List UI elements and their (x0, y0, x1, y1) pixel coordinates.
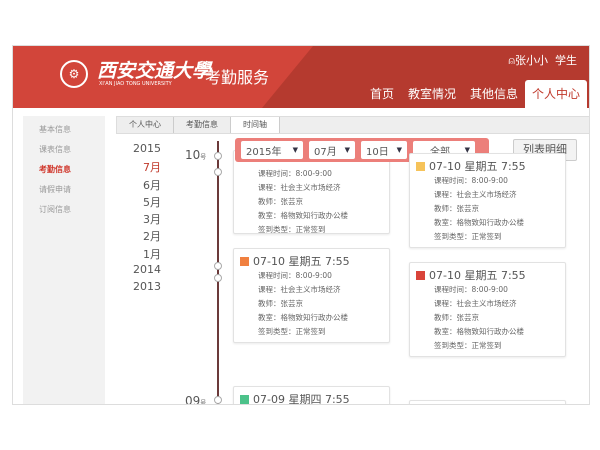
year-item[interactable]: 2015 (133, 142, 161, 155)
breadcrumb: 个人中心 考勤信息 时间轴 (116, 116, 589, 134)
sidebar-item-schedule[interactable]: 课表信息 (39, 145, 71, 154)
attendance-card[interactable]: 07-10 星期五 7:55 课程时间：8:00-9:00 课程：社会主义市场经… (409, 153, 566, 248)
month-item[interactable]: 5月 (143, 195, 161, 209)
card-row: 课程时间：8:00-9:00 (258, 271, 332, 280)
month-item[interactable]: 7月 (143, 161, 161, 175)
year-item[interactable]: 2014 (133, 263, 161, 277)
year-select[interactable]: 2015年 ▼ (241, 141, 303, 159)
month-item[interactable]: 3月 (143, 213, 161, 227)
card-row: 教师：张芸京 (434, 204, 479, 213)
attendance-card[interactable]: 07-09 星期四 7:55 (233, 386, 390, 405)
timeline-dot[interactable] (214, 168, 222, 176)
breadcrumb-item[interactable]: 个人中心 (117, 117, 174, 133)
card-row: 教师：张芸京 (434, 313, 479, 322)
brand-en: XI'AN JIAO TONG UNIVERSITY (99, 81, 172, 87)
app-window: ⚙ 西安交通大學 XI'AN JIAO TONG UNIVERSITY 考勤服务… (12, 45, 590, 405)
sidebar-item-subscribe[interactable]: 订阅信息 (39, 205, 71, 214)
checkin-icon (240, 256, 249, 266)
timeline-dot[interactable] (214, 262, 222, 270)
card-row: 课程：社会主义市场经济 (434, 190, 517, 199)
card-row: 课程时间：8:00-9:00 (434, 285, 508, 294)
main-nav: 首页 教室情况 其他信息 个人中心 (363, 80, 587, 108)
sidebar-item-basic[interactable]: 基本信息 (39, 125, 71, 134)
breadcrumb-current: 时间轴 (231, 117, 280, 133)
card-row: 签到类型：正常签到 (434, 232, 502, 241)
card-row: 教室：格物致知行政办公楼 (434, 327, 524, 336)
breadcrumb-item[interactable]: 考勤信息 (174, 117, 231, 133)
card-row: 教室：格物致知行政办公楼 (258, 211, 348, 220)
year-item[interactable]: 2013 (133, 280, 161, 294)
month-item[interactable]: 1月 (143, 247, 161, 261)
nav-classroom[interactable]: 教室情况 (407, 87, 456, 101)
card-row: 课程时间：8:00-9:00 (434, 176, 508, 185)
attendance-card[interactable]: 课程时间：8:00-9:00 课程：社会主义市场经济 教师：张芸京 教室：格物致… (233, 150, 390, 234)
card-row: 课程：社会主义市场经济 (258, 285, 341, 294)
card-row: 教师：张芸京 (258, 197, 303, 206)
attendance-card[interactable]: 07-10 星期五 7:55 课程时间：8:00-9:00 课程：社会主义市场经… (233, 248, 390, 343)
month-item[interactable]: 2月 (143, 230, 161, 244)
day-label: 09号 (185, 394, 207, 405)
card-row: 签到类型：正常签到 (258, 327, 326, 336)
user-role: 学生 (555, 54, 577, 67)
sidebar-item-attendance[interactable]: 考勤信息 (39, 165, 71, 174)
timeline-dot[interactable] (214, 396, 222, 404)
user-icon: ⍝ (508, 54, 515, 67)
sidebar: 基本信息 课表信息 考勤信息 请假申请 订阅信息 (23, 116, 105, 404)
card-title: 07-09 星期四 7:55 (253, 393, 350, 405)
month-item[interactable]: 6月 (143, 178, 161, 192)
timeline-axis (217, 141, 219, 404)
nav-other[interactable]: 其他信息 (469, 87, 518, 101)
attendance-card[interactable]: 07-10 星期五 7:55 课程时间：8:00-9:00 课程：社会主义市场经… (409, 262, 566, 357)
caret-down-icon: ▼ (464, 146, 470, 154)
timeline-dot[interactable] (214, 152, 222, 160)
nav-home[interactable]: 首页 (369, 87, 394, 101)
nav-personal[interactable]: 个人中心 (524, 80, 587, 108)
brand: 西安交通大學 (97, 60, 212, 82)
card-row: 课程时间：8:00-9:00 (258, 169, 332, 178)
checkin-icon (416, 161, 425, 171)
user-name: 张小小 (515, 54, 548, 67)
caret-down-icon: ▼ (344, 146, 350, 154)
header: ⚙ 西安交通大學 XI'AN JIAO TONG UNIVERSITY 考勤服务… (13, 46, 589, 108)
card-title: 07-10 星期五 7:55 (429, 269, 526, 282)
day-select[interactable]: 10日 ▼ (361, 141, 407, 159)
day-label: 10号 (185, 148, 207, 162)
card-row: 教室：格物致知行政办公楼 (434, 218, 524, 227)
checkin-icon (416, 270, 425, 280)
card-row: 签到类型：正常签到 (434, 341, 502, 350)
caret-down-icon: ▼ (292, 146, 298, 154)
card-row: 教师：张芸京 (258, 299, 303, 308)
university-logo-icon: ⚙ (60, 60, 88, 88)
year-month-list: 2015 7月 6月 5月 3月 2月 1月 2014 2013 (117, 142, 161, 298)
attendance-card[interactable] (409, 400, 566, 404)
card-row: 课程：社会主义市场经济 (258, 183, 341, 192)
card-title: 07-10 星期五 7:55 (429, 160, 526, 173)
caret-down-icon: ▼ (396, 146, 402, 154)
checkin-icon (240, 394, 249, 404)
app-name: 考勤服务 (205, 68, 270, 87)
month-select[interactable]: 07月 ▼ (309, 141, 355, 159)
user-info[interactable]: ⍝张小小 学生 (508, 52, 577, 68)
timeline-dot[interactable] (214, 274, 222, 282)
card-row: 教室：格物致知行政办公楼 (258, 313, 348, 322)
card-title: 07-10 星期五 7:55 (253, 255, 350, 268)
card-row: 课程：社会主义市场经济 (434, 299, 517, 308)
card-row: 签到类型：正常签到 (258, 225, 326, 234)
sidebar-item-leave[interactable]: 请假申请 (39, 185, 71, 194)
